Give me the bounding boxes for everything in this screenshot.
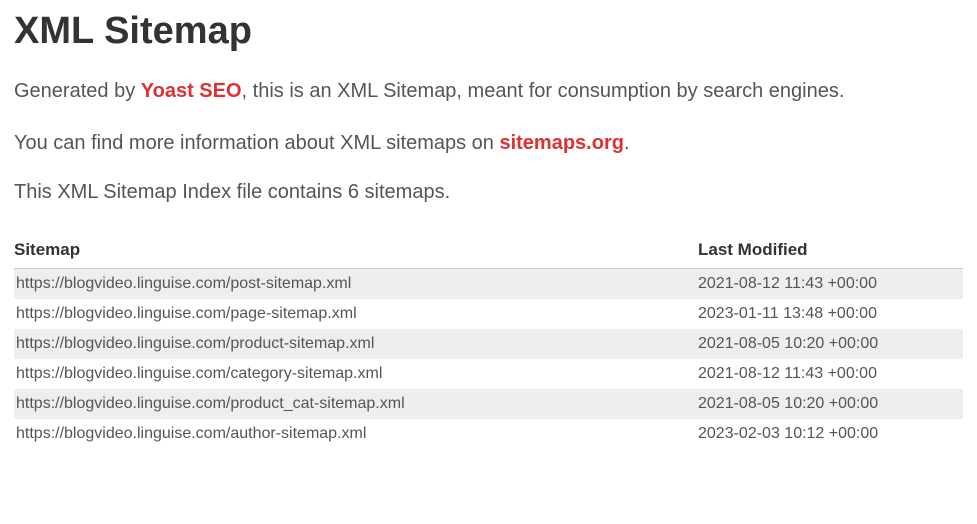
page-title: XML Sitemap	[14, 10, 963, 53]
sitemap-url[interactable]: https://blogvideo.linguise.com/product_c…	[14, 389, 696, 419]
intro-middle: , this is an XML Sitemap, meant for cons…	[242, 80, 845, 102]
sitemap-url[interactable]: https://blogvideo.linguise.com/post-site…	[14, 269, 696, 300]
intro-prefix: Generated by	[14, 80, 141, 102]
sitemaps-org-link[interactable]: sitemaps.org	[499, 132, 623, 154]
sitemap-lastmod: 2021-08-12 11:43 +00:00	[696, 269, 963, 300]
header-sitemap: Sitemap	[14, 234, 696, 269]
sitemap-url[interactable]: https://blogvideo.linguise.com/author-si…	[14, 419, 696, 449]
sitemap-lastmod: 2023-01-11 13:48 +00:00	[696, 299, 963, 329]
table-row: https://blogvideo.linguise.com/category-…	[14, 359, 963, 389]
sitemap-table: Sitemap Last Modified https://blogvideo.…	[14, 234, 963, 449]
intro-paragraph: Generated by Yoast SEO, this is an XML S…	[14, 77, 963, 105]
sitemap-lastmod: 2021-08-05 10:20 +00:00	[696, 329, 963, 359]
yoast-seo-link[interactable]: Yoast SEO	[141, 80, 242, 102]
info-prefix: You can find more information about XML …	[14, 132, 499, 154]
sitemap-lastmod: 2021-08-05 10:20 +00:00	[696, 389, 963, 419]
sitemap-count: This XML Sitemap Index file contains 6 s…	[14, 181, 963, 204]
info-suffix: .	[624, 132, 630, 154]
sitemap-lastmod: 2023-02-03 10:12 +00:00	[696, 419, 963, 449]
table-row: https://blogvideo.linguise.com/post-site…	[14, 269, 963, 300]
table-row: https://blogvideo.linguise.com/product_c…	[14, 389, 963, 419]
table-row: https://blogvideo.linguise.com/product-s…	[14, 329, 963, 359]
table-row: https://blogvideo.linguise.com/page-site…	[14, 299, 963, 329]
sitemap-url[interactable]: https://blogvideo.linguise.com/category-…	[14, 359, 696, 389]
header-lastmod: Last Modified	[696, 234, 963, 269]
sitemap-url[interactable]: https://blogvideo.linguise.com/product-s…	[14, 329, 696, 359]
table-row: https://blogvideo.linguise.com/author-si…	[14, 419, 963, 449]
sitemap-url[interactable]: https://blogvideo.linguise.com/page-site…	[14, 299, 696, 329]
sitemap-lastmod: 2021-08-12 11:43 +00:00	[696, 359, 963, 389]
info-paragraph: You can find more information about XML …	[14, 129, 963, 157]
